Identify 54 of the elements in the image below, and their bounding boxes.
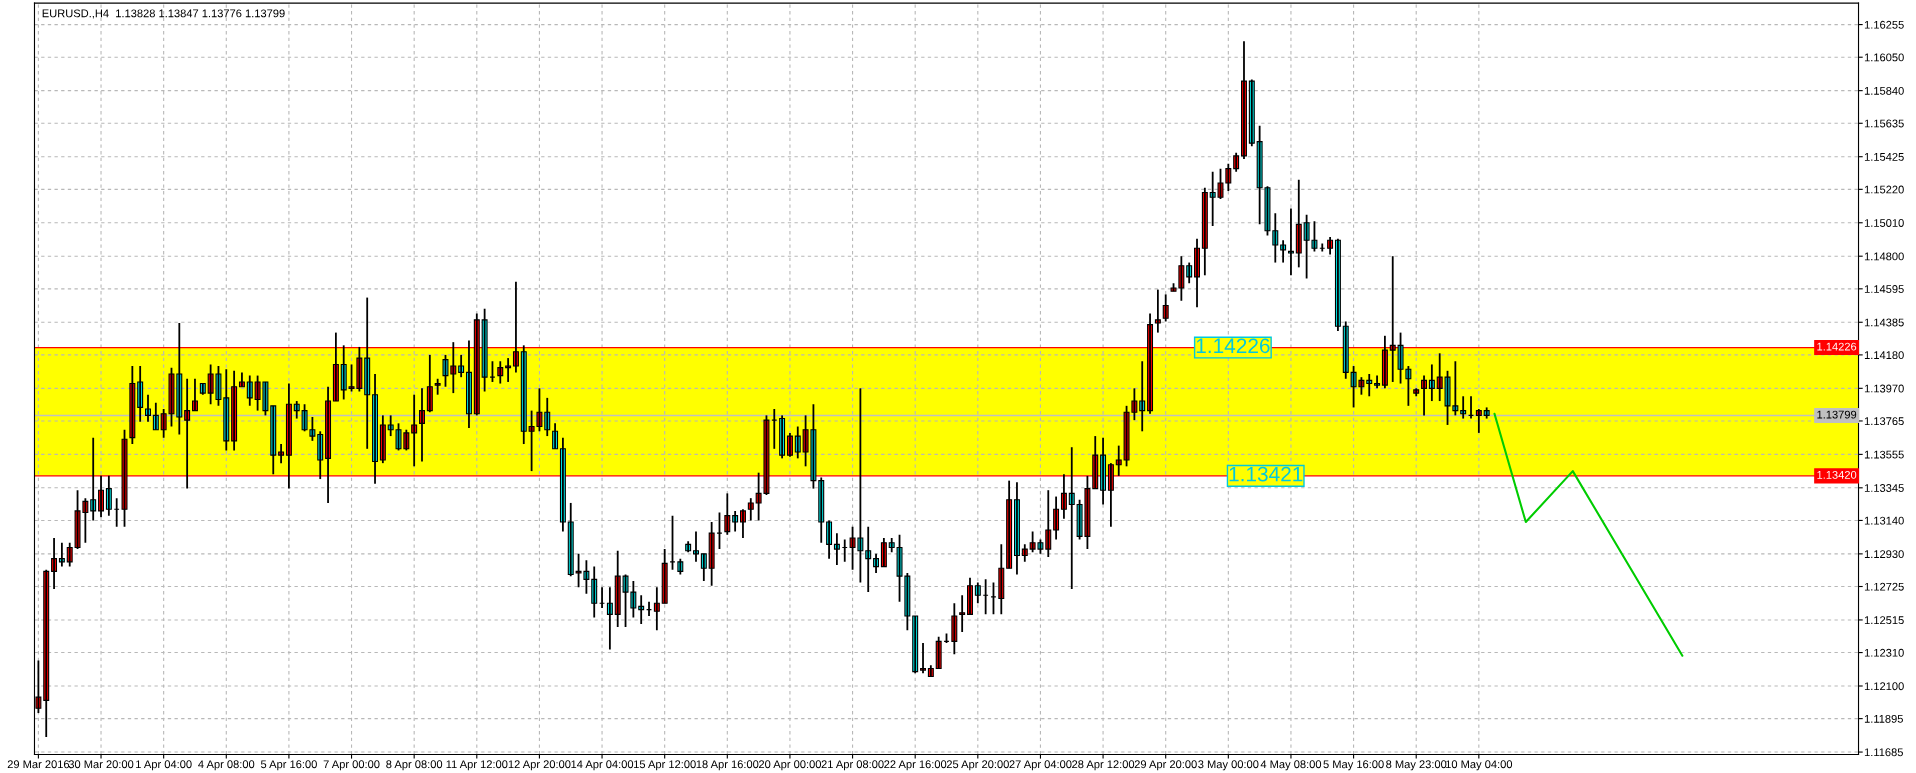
x-tick-label: 7 Apr 00:00 <box>323 760 380 771</box>
x-tick-label: 27 Apr 04:00 <box>1009 760 1072 771</box>
y-tick-label: 1.14180 <box>1864 351 1904 360</box>
x-tick-label: 10 May 04:00 <box>1446 760 1513 771</box>
y-tick-label: 1.13765 <box>1864 417 1904 426</box>
x-tick-label: 8 Apr 08:00 <box>386 760 443 771</box>
x-tick-label: 18 Apr 16:00 <box>696 760 759 771</box>
line-series <box>1493 412 1684 657</box>
x-tick-label: 29 Apr 20:00 <box>1134 760 1197 771</box>
x-tick-label: 1 Apr 04:00 <box>136 760 192 771</box>
x-tick-label: 30 Mar 20:00 <box>68 760 134 769</box>
x-tick-label: 22 Apr 16:00 <box>884 760 947 771</box>
y-tick-label: 1.16050 <box>1864 53 1904 62</box>
y-tick-label: 1.16255 <box>1864 20 1904 29</box>
y-tick-label: 1.14800 <box>1864 252 1904 261</box>
ref-line-label: 1.13799 <box>1817 410 1857 419</box>
y-tick-label: 1.13140 <box>1864 516 1904 525</box>
x-tick-label: 14 Apr 04:00 <box>571 760 634 771</box>
y-tick-label: 1.13970 <box>1864 384 1904 393</box>
y-tick-label: 1.12930 <box>1864 550 1904 559</box>
ref-line-label: 1.13420 <box>1817 470 1857 479</box>
y-tick-label: 1.11685 <box>1864 748 1903 757</box>
y-tick-label: 1.14385 <box>1864 318 1904 327</box>
y-tick-label: 1.13345 <box>1864 484 1904 492</box>
x-tick-label: 3 May 00:00 <box>1198 760 1259 771</box>
ref-line-label: 1.14226 <box>1817 342 1857 351</box>
y-tick-label: 1.15010 <box>1864 219 1904 227</box>
x-tick-label: 5 Apr 16:00 <box>260 760 317 771</box>
x-tick-label: 28 Apr 12:00 <box>1072 760 1135 771</box>
chart-title: EURUSD.,H4 1.13828 1.13847 1.13776 1.13799 <box>42 9 285 19</box>
x-tick-label: 29 Mar 2016 <box>7 760 70 769</box>
x-tick-label: 4 Apr 08:00 <box>198 760 255 771</box>
y-tick-label: 1.12725 <box>1864 582 1904 591</box>
x-tick-label: 5 May 16:00 <box>1323 760 1384 771</box>
x-tick-label: 21 Apr 08:00 <box>821 760 884 771</box>
x-tick-label: 15 Apr 12:00 <box>634 760 696 771</box>
y-tick-label: 1.11895 <box>1864 714 1903 723</box>
x-tick-label: 4 May 08:00 <box>1260 760 1322 771</box>
y-tick-label: 1.12310 <box>1864 648 1904 657</box>
annotation: 1.14226 <box>1196 338 1270 354</box>
y-tick-label: 1.12100 <box>1864 682 1904 691</box>
x-tick-label: 8 May 23:00 <box>1386 760 1447 771</box>
annotation: 1.13421 <box>1229 466 1303 482</box>
y-tick-label: 1.13555 <box>1864 450 1904 459</box>
y-tick-label: 1.15220 <box>1864 185 1904 194</box>
x-tick-label: 20 Apr 00:00 <box>758 760 822 771</box>
x-tick-label: 25 Apr 20:00 <box>946 760 1009 771</box>
x-tick-label: 12 Apr 20:00 <box>508 760 571 771</box>
y-tick-label: 1.15840 <box>1864 86 1904 95</box>
x-tick-label: 11 Apr 12:00 <box>446 760 508 771</box>
y-tick-label: 1.12515 <box>1864 616 1904 625</box>
y-tick-label: 1.14595 <box>1864 285 1904 293</box>
y-tick-label: 1.15425 <box>1864 152 1904 161</box>
y-tick-label: 1.15635 <box>1864 119 1904 128</box>
